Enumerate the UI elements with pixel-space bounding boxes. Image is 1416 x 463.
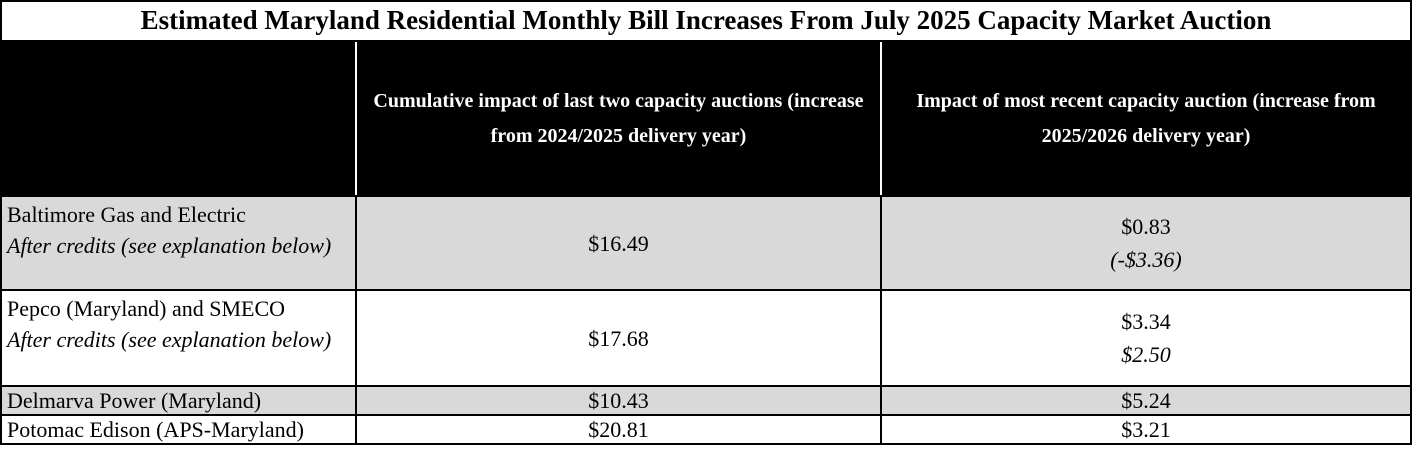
cumulative-impact-value: $20.81 — [588, 417, 649, 442]
cumulative-impact-value: $10.43 — [588, 388, 649, 413]
recent-impact-cell: $5.24 — [879, 385, 1413, 416]
bill-increase-table: Estimated Maryland Residential Monthly B… — [0, 0, 1413, 445]
utility-name: Pepco (Maryland) and SMECO — [7, 296, 286, 321]
recent-impact-value: $3.21 — [1121, 417, 1171, 442]
table-row-baltimore-gas-and-electric: Baltimore Gas and Electric After credits… — [0, 195, 1413, 291]
recent-impact-cell: $0.83 (-$3.36) — [879, 195, 1413, 291]
recent-impact-after-credits-value: (-$3.36) — [1110, 247, 1182, 272]
cumulative-impact-cell: $20.81 — [355, 414, 882, 445]
utility-name: Baltimore Gas and Electric — [7, 202, 246, 227]
table-row-potomac-edison: Potomac Edison (APS-Maryland) $20.81 $3.… — [0, 414, 1413, 445]
recent-impact-cell: $3.21 — [879, 414, 1413, 445]
utility-cell: Potomac Edison (APS-Maryland) — [0, 414, 357, 445]
utility-name: Potomac Edison (APS-Maryland) — [7, 417, 304, 442]
recent-impact-cell: $3.34 $2.50 — [879, 289, 1413, 387]
col-header-recent-impact: Impact of most recent capacity auction (… — [879, 40, 1413, 197]
recent-impact-value: $0.83 — [1121, 214, 1171, 239]
cumulative-impact-cell: $16.49 — [355, 195, 882, 291]
after-credits-note: After credits (see explanation below) — [7, 233, 332, 258]
utility-cell: Baltimore Gas and Electric After credits… — [0, 195, 357, 291]
recent-impact-value: $5.24 — [1121, 388, 1171, 413]
table-row-pepco-and-smeco: Pepco (Maryland) and SMECO After credits… — [0, 289, 1413, 387]
col-header-utility — [0, 40, 357, 197]
after-credits-note: After credits (see explanation below) — [7, 327, 332, 352]
header-row: Cumulative impact of last two capacity a… — [0, 40, 1413, 197]
utility-cell: Delmarva Power (Maryland) — [0, 385, 357, 416]
title-row: Estimated Maryland Residential Monthly B… — [0, 0, 1413, 42]
cumulative-impact-value: $17.68 — [588, 325, 649, 351]
cumulative-impact-cell: $17.68 — [355, 289, 882, 387]
table-row-delmarva-power: Delmarva Power (Maryland) $10.43 $5.24 — [0, 385, 1413, 416]
utility-name: Delmarva Power (Maryland) — [7, 388, 262, 413]
recent-impact-after-credits-value: $2.50 — [1121, 342, 1171, 367]
recent-impact-value: $3.34 — [1121, 309, 1171, 334]
cumulative-impact-cell: $10.43 — [355, 385, 882, 416]
col-header-cumulative-impact: Cumulative impact of last two capacity a… — [355, 40, 882, 197]
table-title: Estimated Maryland Residential Monthly B… — [0, 0, 1413, 42]
cumulative-impact-value: $16.49 — [588, 230, 649, 256]
utility-cell: Pepco (Maryland) and SMECO After credits… — [0, 289, 357, 387]
